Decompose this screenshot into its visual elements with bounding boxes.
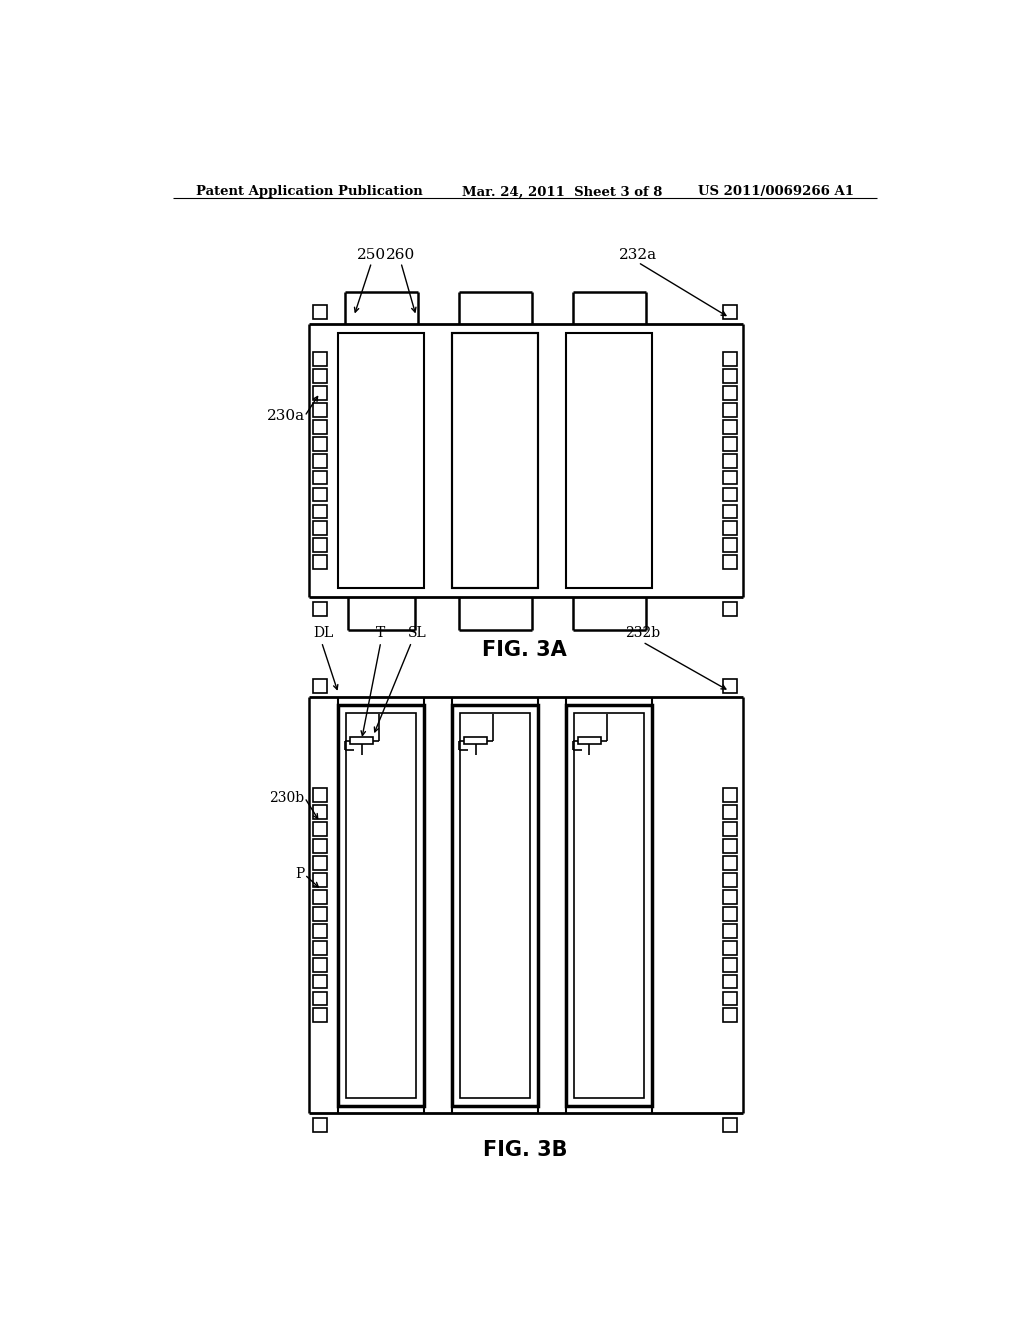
Text: 232a: 232a xyxy=(618,248,657,263)
Bar xyxy=(723,370,736,383)
Bar xyxy=(313,857,327,870)
Bar xyxy=(313,873,327,887)
Bar xyxy=(313,822,327,836)
Bar xyxy=(313,370,327,383)
Bar xyxy=(313,805,327,818)
Bar xyxy=(313,890,327,904)
Bar xyxy=(313,420,327,434)
Bar xyxy=(723,941,736,954)
Bar xyxy=(723,857,736,870)
Text: T: T xyxy=(376,626,385,640)
Bar xyxy=(460,713,530,1098)
Bar xyxy=(723,437,736,450)
Bar xyxy=(723,924,736,937)
Bar xyxy=(313,924,327,937)
Bar xyxy=(723,890,736,904)
Bar xyxy=(453,705,538,1106)
Bar xyxy=(313,556,327,569)
Bar xyxy=(723,678,736,693)
Text: 260: 260 xyxy=(386,248,416,263)
Bar xyxy=(723,403,736,417)
Bar xyxy=(350,738,373,743)
Text: US 2011/0069266 A1: US 2011/0069266 A1 xyxy=(698,185,854,198)
Text: P: P xyxy=(295,867,304,882)
Bar xyxy=(723,385,736,400)
Bar xyxy=(313,907,327,921)
Bar xyxy=(723,873,736,887)
Bar xyxy=(313,454,327,467)
Bar xyxy=(723,822,736,836)
Bar xyxy=(313,471,327,484)
Bar xyxy=(723,974,736,989)
Bar xyxy=(723,958,736,972)
Bar xyxy=(313,941,327,954)
Bar xyxy=(723,1118,736,1131)
Bar xyxy=(723,420,736,434)
Bar xyxy=(723,539,736,552)
Text: 230b: 230b xyxy=(269,791,304,804)
Bar xyxy=(723,840,736,853)
Bar xyxy=(723,805,736,818)
Bar xyxy=(313,678,327,693)
Bar xyxy=(313,974,327,989)
Text: Mar. 24, 2011  Sheet 3 of 8: Mar. 24, 2011 Sheet 3 of 8 xyxy=(462,185,663,198)
Bar xyxy=(453,333,538,589)
Bar xyxy=(313,437,327,450)
Bar xyxy=(464,738,487,743)
Bar xyxy=(723,521,736,536)
Bar xyxy=(313,539,327,552)
Bar xyxy=(313,385,327,400)
Bar xyxy=(723,487,736,502)
Bar xyxy=(453,333,538,589)
Text: FIG. 3A: FIG. 3A xyxy=(482,640,567,660)
Bar xyxy=(313,487,327,502)
Text: 230a: 230a xyxy=(266,409,304,424)
Bar xyxy=(723,788,736,803)
Bar xyxy=(313,958,327,972)
Bar xyxy=(313,1118,327,1131)
Bar xyxy=(339,705,424,1106)
Bar xyxy=(313,521,327,536)
Bar xyxy=(723,1008,736,1022)
Bar xyxy=(313,352,327,366)
Bar xyxy=(574,713,644,1098)
Bar xyxy=(723,471,736,484)
Bar xyxy=(339,333,424,589)
Text: 250: 250 xyxy=(357,248,386,263)
Bar xyxy=(566,705,652,1106)
Bar xyxy=(723,454,736,467)
Bar xyxy=(313,504,327,519)
Bar xyxy=(578,738,601,743)
Bar xyxy=(313,305,327,319)
Text: SL: SL xyxy=(408,626,427,640)
Bar xyxy=(313,788,327,803)
Bar xyxy=(723,991,736,1006)
Bar xyxy=(723,556,736,569)
Bar xyxy=(313,1008,327,1022)
Bar xyxy=(723,352,736,366)
Bar xyxy=(566,333,652,589)
Text: Patent Application Publication: Patent Application Publication xyxy=(196,185,423,198)
Bar xyxy=(723,305,736,319)
Bar xyxy=(723,602,736,615)
Bar xyxy=(313,840,327,853)
Text: DL: DL xyxy=(313,626,333,640)
Bar xyxy=(723,504,736,519)
Bar xyxy=(313,602,327,615)
Text: 232b: 232b xyxy=(625,626,660,640)
Text: FIG. 3B: FIG. 3B xyxy=(482,1140,567,1160)
Bar xyxy=(346,713,416,1098)
Bar xyxy=(313,403,327,417)
Bar xyxy=(313,991,327,1006)
Bar xyxy=(723,907,736,921)
